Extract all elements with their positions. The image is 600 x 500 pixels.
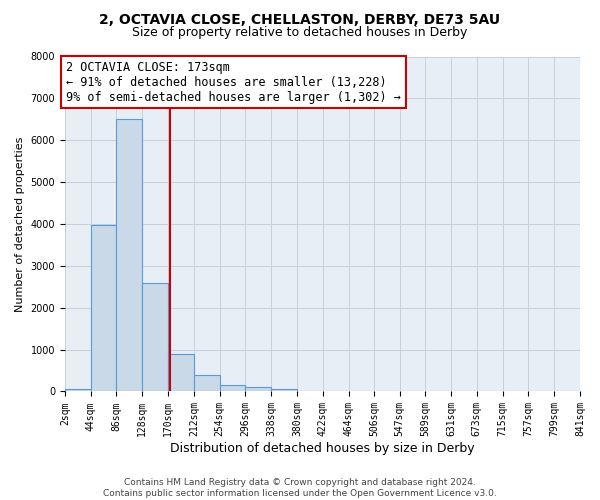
Bar [65,390,91,392]
Bar [245,388,271,392]
Text: Size of property relative to detached houses in Derby: Size of property relative to detached ho… [133,26,467,39]
Bar [194,374,220,392]
Text: 2 OCTAVIA CLOSE: 173sqm
← 91% of detached houses are smaller (13,228)
9% of semi: 2 OCTAVIA CLOSE: 173sqm ← 91% of detache… [66,60,401,104]
X-axis label: Distribution of detached houses by size in Derby: Distribution of detached houses by size … [170,442,475,455]
Bar [91,225,116,392]
Bar [116,120,142,392]
Bar [142,282,168,392]
Bar [271,389,297,392]
Bar [168,354,194,392]
Bar [220,385,245,392]
Text: Contains HM Land Registry data © Crown copyright and database right 2024.
Contai: Contains HM Land Registry data © Crown c… [103,478,497,498]
Y-axis label: Number of detached properties: Number of detached properties [15,136,25,312]
Text: 2, OCTAVIA CLOSE, CHELLASTON, DERBY, DE73 5AU: 2, OCTAVIA CLOSE, CHELLASTON, DERBY, DE7… [100,12,500,26]
